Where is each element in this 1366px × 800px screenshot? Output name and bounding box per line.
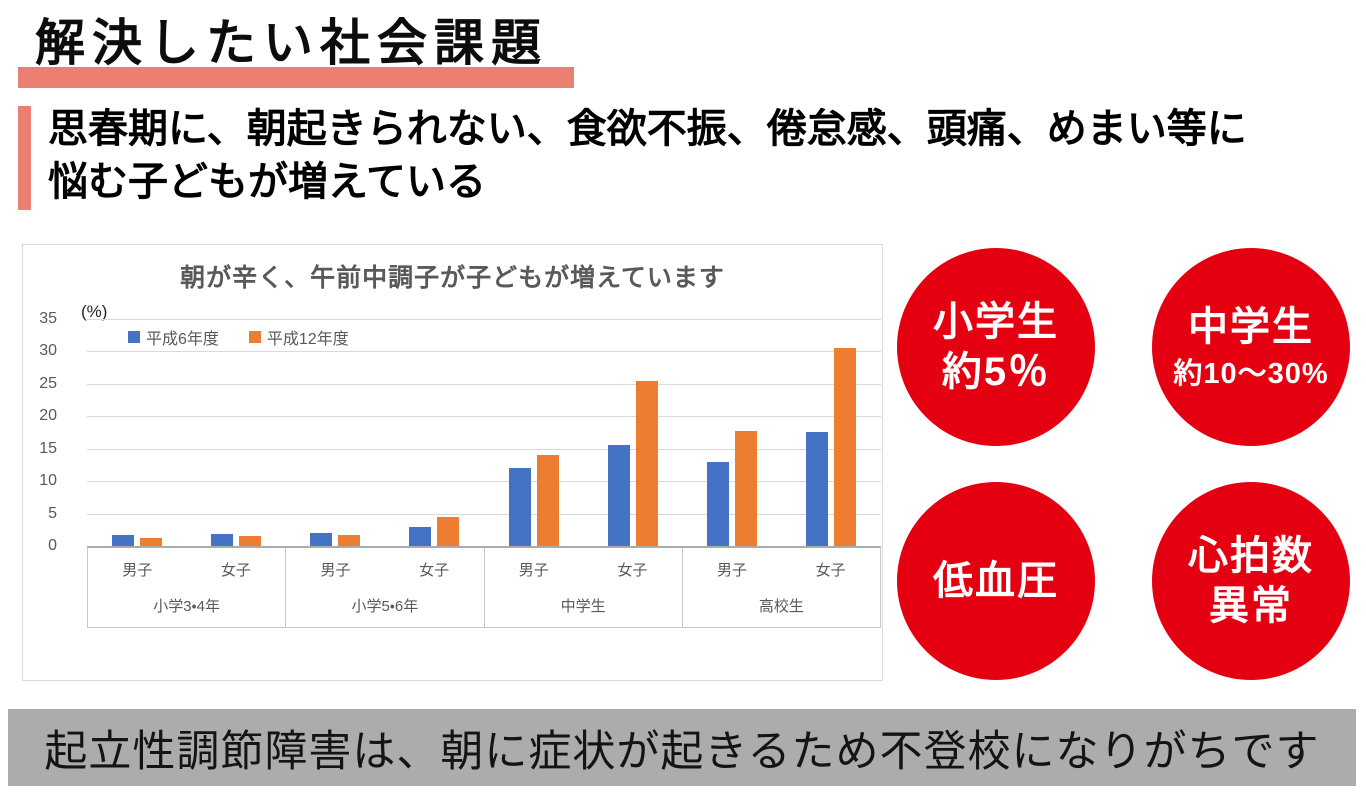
y-tick-label: 5 xyxy=(48,504,57,522)
bar-平成12年度-小学3・4年-男子 xyxy=(139,538,162,546)
category-group: 男子 女子小学5・6年 xyxy=(286,548,485,627)
footer-text: 起立性調節障害は、朝に症状が起きるため不登校になりがちです xyxy=(44,727,1320,776)
y-tick-label: 15 xyxy=(39,439,57,457)
bar-平成6年度-中学生-女子 xyxy=(607,445,630,546)
badge-low-blood-pressure: 低血圧 xyxy=(897,482,1095,680)
gridline xyxy=(87,448,881,450)
bar-平成12年度-高校生-女子 xyxy=(834,348,857,546)
bar-group-slot xyxy=(385,319,484,546)
title-highlight-bar xyxy=(18,67,574,88)
legend-item: 平成12年度 xyxy=(248,325,349,349)
legend-label: 平成6年度 xyxy=(146,331,219,348)
category-gender-row: 男子 女子 xyxy=(88,550,285,588)
legend-swatch xyxy=(248,331,261,343)
y-axis-unit-label: (%) xyxy=(81,302,108,321)
category-gender-label: 男子 xyxy=(122,561,153,579)
bar-平成6年度-高校生-男子 xyxy=(707,461,730,546)
bar-平成12年度-中学生-男子 xyxy=(536,455,559,546)
badge-line: 小学生 xyxy=(933,300,1059,344)
lead-statement: 思春期に、朝起きられない、食欲不振、倦怠感、頭痛、めまい等に 悩む子どもが増えてい… xyxy=(18,103,1348,210)
plot-area xyxy=(87,319,881,546)
y-tick-label: 25 xyxy=(39,374,57,392)
category-group: 男子 女子小学3・4年 xyxy=(88,548,287,627)
category-gender-row: 男子 女子 xyxy=(683,550,880,588)
legend-item: 平成6年度 xyxy=(128,325,219,349)
category-gender-label: 女子 xyxy=(815,561,846,579)
page-title: 解決したい社会課題 xyxy=(35,15,548,71)
bar-平成6年度-小学3・4年-女子 xyxy=(210,533,233,546)
category-gender-row: 男子 女子 xyxy=(286,550,483,588)
badge-line: 異常 xyxy=(1209,584,1293,628)
lead-line-2: 悩む子どもが増えている xyxy=(48,160,486,204)
gridline xyxy=(87,481,881,483)
bar-group-slot xyxy=(87,319,186,546)
bar-平成12年度-小学5・6年-男子 xyxy=(338,534,361,546)
badge-line: 約5％ xyxy=(941,350,1051,394)
y-tick-label: 35 xyxy=(39,310,57,327)
category-group-label: 小学3・4年 xyxy=(153,598,221,615)
category-gender-label: 男子 xyxy=(320,561,351,579)
bar-平成6年度-高校生-女子 xyxy=(806,431,829,546)
y-tick-label: 10 xyxy=(39,472,57,490)
bars-layer xyxy=(87,319,881,546)
bar-group-slot xyxy=(484,319,583,546)
bar-平成6年度-中学生-男子 xyxy=(508,468,531,546)
footer-banner: 起立性調節障害は、朝に症状が起きるため不登校になりがちです xyxy=(8,709,1356,786)
legend-label: 平成12年度 xyxy=(266,331,349,348)
bar-group-slot xyxy=(782,319,881,546)
category-gender-label: 男子 xyxy=(717,561,748,579)
category-gender-label: 女子 xyxy=(617,561,648,579)
badge-junior-high: 中学生 約10～30% xyxy=(1152,248,1350,446)
bar-平成6年度-小学5・6年-女子 xyxy=(409,526,432,546)
y-tick-label: 0 xyxy=(48,537,57,554)
category-group-label: 中学生 xyxy=(560,598,606,615)
badge-line: 心拍数 xyxy=(1188,534,1314,578)
category-gender-label: 男子 xyxy=(518,561,549,579)
bar-平成12年度-小学5・6年-女子 xyxy=(437,516,460,546)
bar-平成6年度-小学5・6年-男子 xyxy=(310,533,333,546)
bar-group-slot xyxy=(286,319,385,546)
category-gender-label: 女子 xyxy=(419,561,450,579)
category-group: 男子 女子高校生 xyxy=(683,548,880,627)
category-group: 男子 女子中学生 xyxy=(485,548,683,627)
bar-平成12年度-中学生-女子 xyxy=(635,380,658,546)
chart-panel: 朝が辛く、午前中調子が子どもが増えています (%) 35 30 25 20 15 10 5 0… xyxy=(22,244,883,681)
gridline xyxy=(87,416,881,418)
badge-heart-rate-abnormal: 心拍数 異常 xyxy=(1152,482,1350,680)
legend-swatch xyxy=(128,331,140,343)
bar-平成6年度-小学3・4年-男子 xyxy=(111,534,134,546)
bar-group-slot xyxy=(186,319,285,546)
bar-group-slot xyxy=(583,319,682,546)
category-group-label: 高校生 xyxy=(758,598,804,615)
bar-平成12年度-小学3・4年-女子 xyxy=(238,536,261,546)
badge-line: 約10～30% xyxy=(1173,357,1329,390)
gridline xyxy=(87,383,881,385)
gridline xyxy=(87,319,881,320)
category-group-label: 小学5・6年 xyxy=(351,598,419,615)
category-axis: 男子 女子小学3・4年 男子 女子小学5・6年 男子 女子中学生 男子 女子高校生 xyxy=(87,546,881,628)
badge-line: 低血圧 xyxy=(933,559,1059,603)
category-gender-label: 女子 xyxy=(220,561,251,579)
badge-elementary: 小学生 約5％ xyxy=(897,248,1095,446)
badge-line: 中学生 xyxy=(1188,304,1314,349)
category-gender-row: 男子 女子 xyxy=(485,550,682,588)
gridline xyxy=(87,513,881,515)
y-tick-label: 30 xyxy=(39,342,57,360)
lead-line-1: 思春期に、朝起きられない、食欲不振、倦怠感、頭痛、めまい等に xyxy=(48,107,1247,151)
chart-title: 朝が辛く、午前中調子が子どもが増えています xyxy=(180,264,725,292)
bar-平成12年度-高校生-男子 xyxy=(735,430,758,546)
lead-text: 思春期に、朝起きられない、食欲不振、倦怠感、頭痛、めまい等に 悩む子どもが増えてい… xyxy=(48,103,1348,209)
y-axis-ticks: 35 30 25 20 15 10 5 0 xyxy=(23,310,71,554)
lead-accent-bar xyxy=(18,106,31,210)
bar-group-slot xyxy=(683,319,782,546)
y-tick-label: 20 xyxy=(39,407,57,425)
chart-legend: 平成6年度 平成12年度 xyxy=(128,325,349,349)
gridline xyxy=(87,351,881,353)
